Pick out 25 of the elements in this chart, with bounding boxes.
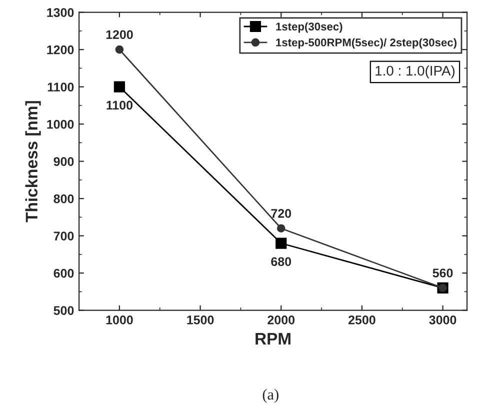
y-tick-label: 600 [54,268,74,278]
data-label: 720 [271,208,292,218]
y-tick-label: 500 [54,306,74,315]
y-tick-label: 1300 [47,8,74,17]
text: (a) [262,388,278,403]
annotation: 1.0 : 1.0(IPA) [376,65,455,78]
x-tick-label: 3000 [429,315,456,324]
x-axis-title: RPM [256,332,290,344]
legend-label: 1step(30sec) [276,22,342,33]
y-axis-title: Thickness [nm] [25,101,41,222]
y-tick-label: 900 [54,157,74,166]
y-tick-label: 1100 [48,82,74,92]
x-tick-label: 2000 [268,315,295,324]
y-tick-label: 1000 [47,120,74,129]
legend-label: 1step-500RPM(5sec)/ 2step(30sec) [276,38,456,49]
data-label: 1200 [106,30,133,40]
y-tick-label: 800 [54,194,74,204]
x-tick-label: 2500 [348,315,376,324]
x-tick-label: 1500 [187,315,214,324]
data-label: 1100 [106,100,132,110]
data-label: 680 [271,257,292,266]
y-tick-label: 700 [54,232,74,240]
data-label: 560 [432,268,453,278]
x-tick-label: 1000 [106,315,133,324]
y-tick-label: 1200 [47,45,74,54]
